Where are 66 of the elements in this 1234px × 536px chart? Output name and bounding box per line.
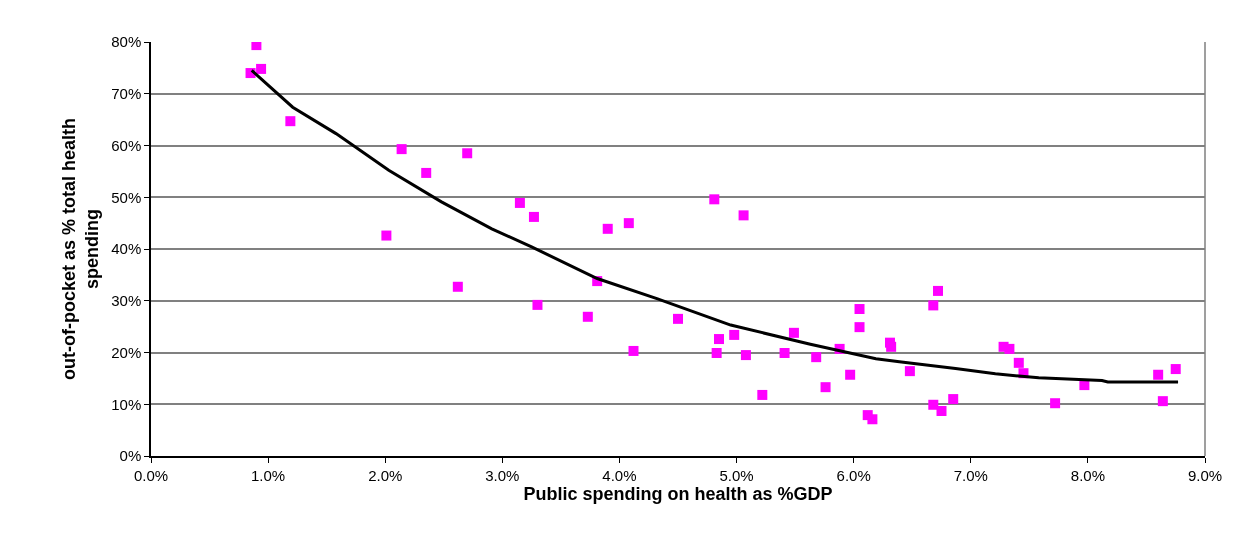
x-tick-label: 4.0% [602, 466, 637, 484]
point [582, 311, 593, 322]
point [845, 369, 856, 380]
point [628, 345, 639, 356]
point [729, 329, 740, 340]
point [738, 210, 749, 221]
point [673, 313, 683, 324]
x-tick-label: 3.0% [485, 466, 520, 484]
x-tick-label: 1.0% [251, 466, 286, 484]
point [820, 382, 831, 393]
point [854, 322, 865, 333]
x-tick-label: 2.0% [368, 466, 403, 484]
y-tick-label: 20% [111, 343, 142, 361]
point [602, 223, 613, 234]
y-axis-title: out-of-pocket as % total health spending [58, 117, 102, 381]
x-tick-label: 7.0% [953, 466, 988, 484]
point [532, 299, 543, 310]
point [788, 327, 799, 338]
point [948, 394, 959, 405]
point [811, 352, 822, 363]
point [1157, 396, 1168, 407]
point [421, 167, 432, 178]
y-tick-label: 10% [111, 395, 142, 413]
point [452, 281, 463, 292]
y-tick-label: 50% [111, 188, 142, 206]
point [779, 348, 790, 359]
point [381, 230, 392, 241]
point [1079, 380, 1090, 391]
point [886, 341, 897, 352]
x-tick-label: 6.0% [836, 466, 871, 484]
y-tick-label: 40% [111, 240, 142, 258]
point [396, 144, 407, 155]
point [251, 42, 262, 51]
point [711, 348, 722, 359]
point [932, 285, 943, 296]
y-tick-label: 80% [111, 33, 142, 51]
x-tick-label: 0.0% [133, 466, 169, 484]
point [709, 194, 720, 205]
point [904, 366, 915, 377]
point [462, 148, 473, 159]
point [1153, 369, 1164, 380]
point [867, 414, 878, 425]
point [1013, 357, 1024, 368]
point [256, 63, 267, 74]
x-axis-title: Public spending on health as %GDP [523, 483, 833, 504]
point [1050, 398, 1061, 409]
y-tick-label: 0% [119, 447, 142, 465]
point [528, 211, 539, 222]
point [623, 218, 634, 229]
x-tick-label: 9.0% [1187, 466, 1223, 484]
point [1004, 343, 1015, 354]
point [757, 389, 768, 400]
y-tick-label: 70% [111, 85, 142, 102]
y-tick-label: 30% [111, 292, 142, 309]
point [854, 304, 865, 315]
point [1170, 364, 1181, 375]
y-tick-label: 60% [111, 136, 142, 154]
point [928, 300, 939, 311]
point [514, 197, 525, 208]
point [936, 405, 947, 416]
point [740, 350, 751, 361]
point [928, 399, 939, 410]
point [713, 334, 724, 345]
point [285, 116, 296, 127]
x-tick-label: 5.0% [719, 466, 754, 484]
x-tick-label: 8.0% [1070, 466, 1105, 484]
